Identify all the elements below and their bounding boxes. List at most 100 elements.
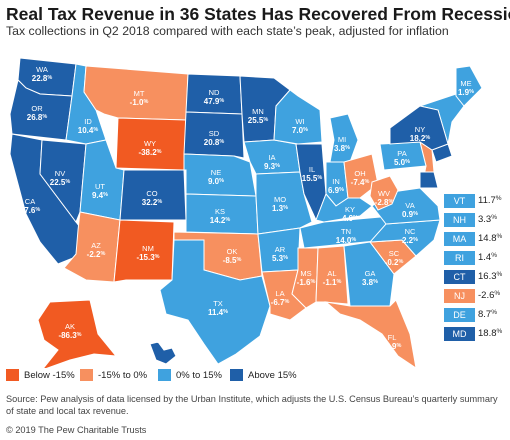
ne-abbr-de: DE	[453, 310, 466, 320]
state-abbr-ak: AK	[65, 322, 75, 331]
state-abbr-ar: AR	[275, 245, 286, 254]
ne-abbr-ma: MA	[452, 234, 467, 244]
state-abbr-fl: FL	[388, 333, 397, 342]
state-value-me: 1.9%	[458, 88, 474, 97]
state-value-wy: -38.2%	[138, 148, 161, 157]
state-abbr-ok: OK	[227, 247, 238, 256]
state-value-id: 10.4%	[78, 126, 99, 135]
state-value-nd: 47.9%	[204, 97, 225, 106]
ne-abbr-ct: CT	[453, 272, 466, 282]
state-shape-hi	[149, 341, 177, 365]
ne-abbr-md: MD	[452, 329, 467, 339]
state-abbr-wv: WV	[378, 189, 390, 198]
copyright: © 2019 The Pew Charitable Trusts	[6, 425, 147, 435]
state-shape-ny	[389, 105, 449, 151]
state-value-va: 0.9%	[402, 210, 418, 219]
state-shape-me	[455, 65, 483, 107]
state-abbr-az: AZ	[91, 241, 101, 250]
state-abbr-il: IL	[309, 165, 315, 174]
ne-badge-ma: MA	[444, 232, 475, 246]
state-abbr-tn: TN	[341, 227, 351, 236]
legend-label: 0% to 15%	[176, 369, 222, 381]
state-value-wv: -2.8%	[375, 198, 394, 207]
state-abbr-wy: WY	[144, 139, 156, 148]
legend: Below -15% -15% to 0% 0% to 15% Above 15…	[6, 369, 306, 383]
state-abbr-al: AL	[327, 269, 336, 278]
state-abbr-ky: KY	[345, 205, 355, 214]
state-abbr-ms: MS	[300, 269, 311, 278]
us-states-map: WA22.8%OR26.8%CA27.6%NV22.5%ID10.4%MT-1.…	[9, 57, 483, 368]
state-value-pa: 5.0%	[394, 158, 410, 167]
ne-value-ri: 1.4%	[478, 252, 497, 263]
state-shape-ky	[315, 193, 373, 223]
state-value-ca: 27.6%	[20, 206, 41, 215]
state-abbr-nd: ND	[209, 88, 220, 97]
state-value-sd: 20.8%	[204, 138, 225, 147]
ne-badge-ct: CT	[444, 270, 475, 284]
state-value-ks: 14.2%	[210, 216, 231, 225]
state-abbr-id: ID	[84, 117, 92, 126]
state-value-mt: -1.0%	[130, 98, 149, 107]
state-abbr-ga: GA	[365, 269, 376, 278]
legend-swatch	[230, 369, 243, 381]
state-shape-tx	[159, 239, 271, 365]
state-abbr-mi: MI	[338, 135, 346, 144]
state-abbr-ny: NY	[415, 125, 425, 134]
state-abbr-va: VA	[405, 201, 414, 210]
state-value-ok: -8.5%	[223, 256, 242, 265]
state-abbr-sd: SD	[209, 129, 220, 138]
ne-abbr-vt: VT	[453, 196, 466, 206]
state-value-ky: 4.9%	[342, 214, 358, 223]
ne-badge-vt: VT	[444, 194, 475, 208]
legend-swatch	[6, 369, 19, 381]
state-abbr-me: ME	[460, 79, 471, 88]
state-value-il: 15.5%	[302, 174, 323, 183]
state-abbr-nm: NM	[142, 244, 154, 253]
legend-label: -15% to 0%	[98, 369, 148, 381]
state-value-mn: 25.5%	[248, 116, 269, 125]
state-value-wi: 7.0%	[292, 126, 308, 135]
state-value-sc: -0.2%	[385, 258, 404, 267]
state-shape-al	[315, 245, 349, 305]
legend-item-above-15: Above 15%	[230, 369, 297, 381]
ne-badge-de: DE	[444, 308, 475, 322]
state-abbr-la: LA	[275, 289, 284, 298]
state-value-nm: -15.3%	[136, 253, 159, 262]
state-abbr-oh: OH	[354, 169, 365, 178]
state-value-co: 32.2%	[142, 198, 163, 207]
state-value-mo: 1.3%	[272, 204, 288, 213]
state-value-wa: 22.8%	[32, 74, 53, 83]
state-abbr-mn: MN	[252, 107, 264, 116]
legend-item-0-to-15: 0% to 15%	[158, 369, 222, 381]
ne-badge-nj: NJ	[444, 289, 475, 303]
state-abbr-ne: NE	[211, 168, 221, 177]
ne-value-de: 8.7%	[478, 309, 497, 320]
state-value-mi: 3.8%	[334, 144, 350, 153]
state-abbr-sc: SC	[389, 249, 400, 258]
state-value-al: -1.1%	[323, 278, 342, 287]
legend-item-neg15-to-0: -15% to 0%	[80, 369, 147, 381]
state-value-la: -6.7%	[271, 298, 290, 307]
state-abbr-hi: HI	[158, 327, 166, 336]
ne-value-md: 18.8%	[478, 328, 503, 339]
state-abbr-co: CO	[146, 189, 157, 198]
state-abbr-ca: CA	[25, 197, 35, 206]
ne-abbr-nj: NJ	[454, 291, 465, 301]
state-value-ne: 9.0%	[208, 177, 224, 186]
state-value-ut: 9.4%	[92, 191, 108, 200]
state-abbr-in: IN	[332, 177, 340, 186]
ne-badge-ri: RI	[444, 251, 475, 265]
state-shape-nm	[113, 219, 175, 283]
ne-abbr-nh: NH	[453, 215, 466, 225]
state-shape-nv	[39, 139, 87, 224]
state-abbr-wa: WA	[36, 65, 48, 74]
ne-badge-md: MD	[444, 327, 475, 341]
state-abbr-pa: PA	[397, 149, 406, 158]
legend-swatch	[158, 369, 171, 381]
state-value-oh: -7.4%	[351, 178, 370, 187]
state-value-fl: -7.9%	[383, 342, 402, 351]
state-value-ak: -86.3%	[58, 331, 81, 340]
map-title: Real Tax Revenue in 36 States Has Recove…	[6, 4, 510, 24]
state-value-ga: 3.8%	[362, 278, 378, 287]
state-shape-sd	[183, 111, 245, 159]
